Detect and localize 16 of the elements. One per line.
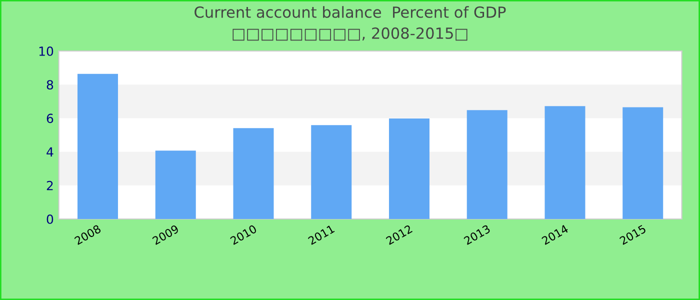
y-tick-label: 2: [46, 180, 53, 190]
bar: [622, 107, 664, 219]
y-tick-label: 6: [46, 114, 54, 124]
y-tick-label: 4: [46, 147, 54, 157]
bar: [466, 110, 508, 219]
bar: [233, 128, 274, 219]
chart-subtitle: □□□□□□□□□, 2008-2015□: [232, 27, 468, 41]
bar: [155, 150, 196, 219]
chart-title: Current account balance Percent of GDP: [194, 6, 506, 18]
bar: [388, 118, 430, 219]
bar: [544, 106, 586, 219]
y-tick-label: 10: [39, 46, 54, 56]
bar: [311, 125, 352, 219]
bar: [77, 74, 118, 219]
y-tick-label: 8: [46, 80, 54, 90]
y-tick-label: 0: [46, 214, 54, 224]
